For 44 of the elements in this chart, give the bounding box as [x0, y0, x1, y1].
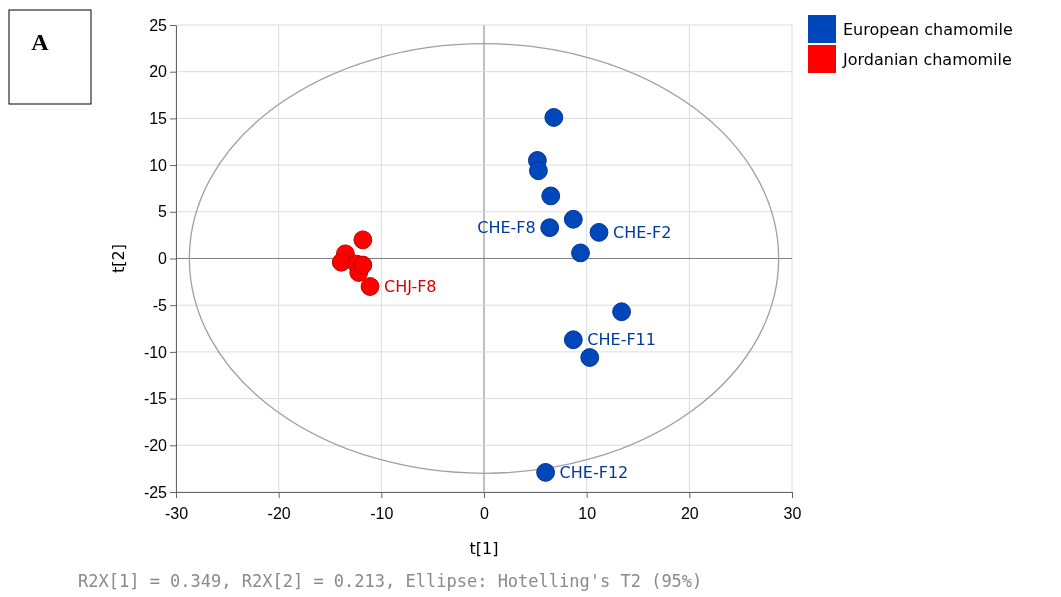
annotation: CHE-F8: [477, 218, 536, 238]
annotation: CHE-F12: [559, 462, 629, 482]
point: [360, 277, 380, 296]
legend-label: European chamomile: [843, 19, 1013, 39]
x-axis-title: t[1]: [469, 539, 499, 558]
point: [331, 252, 351, 272]
annotation: CHJ-F8: [384, 277, 437, 297]
y-tick-label: 0: [158, 250, 168, 268]
point: [589, 222, 609, 242]
y-tick-label: -20: [143, 436, 168, 454]
y-axis-title: t[2]: [109, 244, 128, 273]
y-tick-label: -10: [143, 343, 168, 361]
y-tick-label: -15: [143, 390, 168, 408]
point: [571, 243, 590, 263]
text: R2X[1] = 0.349, R2X[2] = 0.213, Ellipse: Hotelling's T2 (95%): [78, 571, 703, 591]
y-tick-label: 20: [149, 63, 168, 81]
x-tick-label: 0: [480, 504, 490, 522]
x-tick-label: -20: [267, 504, 291, 522]
point: [612, 302, 631, 322]
legend-label: Jordanian chamomile: [842, 49, 1012, 69]
point: [536, 462, 556, 482]
y-tick-label: 5: [158, 203, 168, 221]
point: [563, 209, 583, 229]
y-tick-label: 15: [149, 110, 168, 128]
text: A: [31, 29, 50, 55]
y-tick-label: -25: [143, 483, 168, 501]
x-tick-label: 30: [783, 504, 802, 522]
point: [563, 330, 583, 350]
y-tick-label: -5: [152, 296, 168, 314]
x-tick-label: -30: [164, 504, 189, 522]
y-tick-label: 10: [149, 156, 168, 174]
point: [544, 108, 564, 127]
x-tick-label: 10: [578, 504, 597, 522]
x-tick-label: 20: [680, 504, 699, 522]
point: [353, 255, 373, 275]
annotation: CHE-F2: [612, 222, 672, 242]
annotation: CHE-F11: [587, 330, 656, 350]
point: [541, 186, 561, 206]
y-tick-label: 25: [149, 16, 168, 34]
point: [528, 161, 548, 181]
point: [540, 218, 560, 238]
x-tick-label: -10: [370, 504, 394, 522]
point: [353, 230, 373, 250]
point: [580, 348, 600, 367]
